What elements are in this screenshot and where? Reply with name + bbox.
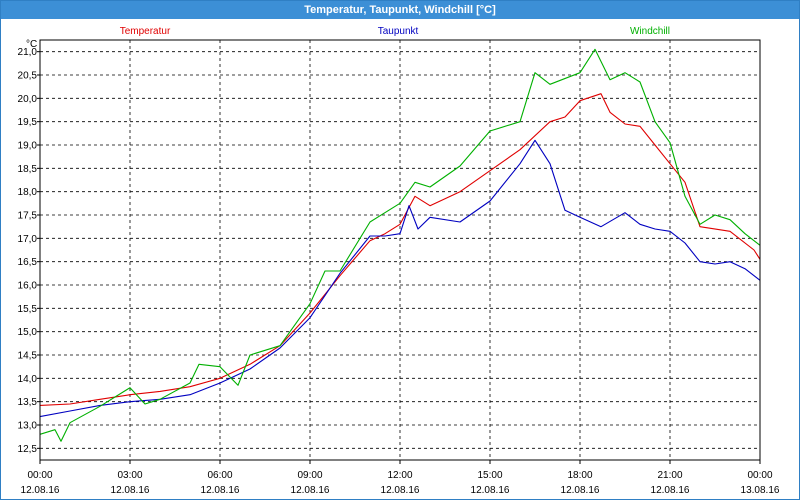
x-tick-date-label: 12.08.16: [291, 485, 330, 496]
y-tick-label: 16,0: [18, 281, 38, 292]
y-tick-label: 12,5: [18, 444, 38, 455]
y-tick-label: 21,0: [18, 47, 38, 58]
y-tick-label: 14,5: [18, 351, 38, 362]
x-tick-date-label: 12.08.16: [471, 485, 510, 496]
x-tick-time-label: 09:00: [297, 470, 322, 481]
y-tick-label: 20,5: [18, 71, 38, 82]
y-tick-label: 18,5: [18, 164, 38, 175]
y-tick-label: 19,0: [18, 141, 38, 152]
x-tick-date-label: 12.08.16: [651, 485, 690, 496]
y-tick-label: 15,0: [18, 327, 38, 338]
x-tick-date-label: 12.08.16: [561, 485, 600, 496]
legend-label-windchill: Windchill: [630, 26, 670, 37]
x-tick-time-label: 03:00: [117, 470, 142, 481]
x-tick-time-label: 00:00: [27, 470, 52, 481]
y-tick-label: 19,5: [18, 117, 38, 128]
series-line-temperatur: [39, 93, 761, 406]
x-tick-date-label: 12.08.16: [21, 485, 60, 496]
legend-label-taupunkt: Taupunkt: [378, 26, 419, 37]
y-tick-label: 15,5: [18, 304, 38, 315]
y-tick-label: 18,0: [18, 187, 38, 198]
series-line-windchill: [39, 48, 761, 442]
x-tick-date-label: 12.08.16: [201, 485, 240, 496]
y-tick-label: 20,0: [18, 94, 38, 105]
legend-label-temperatur: Temperatur: [120, 26, 171, 37]
window-title: Temperatur, Taupunkt, Windchill [°C]: [1, 1, 799, 19]
x-tick-date-label: 12.08.16: [111, 485, 150, 496]
y-tick-label: 13,0: [18, 421, 38, 432]
y-tick-label: 14,0: [18, 374, 38, 385]
x-tick-time-label: 15:00: [477, 470, 502, 481]
series-line-taupunkt: [39, 139, 761, 418]
y-tick-label: 17,0: [18, 234, 38, 245]
x-tick-time-label: 12:00: [387, 470, 412, 481]
y-unit-label: °C: [26, 39, 37, 50]
y-tick-label: 17,5: [18, 211, 38, 222]
x-tick-date-label: 12.08.16: [381, 485, 420, 496]
x-tick-date-label: 13.08.16: [741, 485, 780, 496]
y-tick-label: 16,5: [18, 257, 38, 268]
x-tick-time-label: 06:00: [207, 470, 232, 481]
x-tick-time-label: 18:00: [567, 470, 592, 481]
x-tick-time-label: 21:00: [657, 470, 682, 481]
x-tick-time-label: 00:00: [747, 470, 772, 481]
y-tick-label: 13,5: [18, 397, 38, 408]
